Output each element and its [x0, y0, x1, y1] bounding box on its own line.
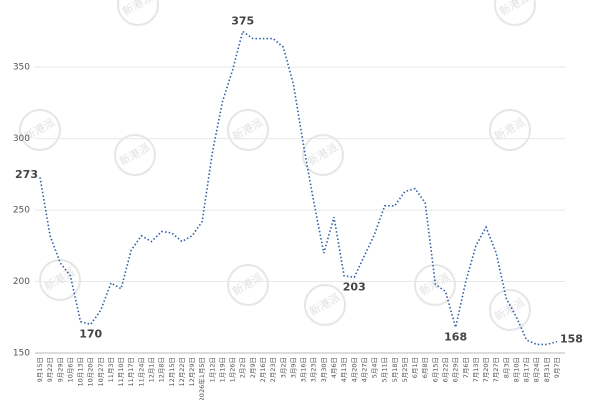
- x-tick-label: 2月23日: [269, 357, 277, 382]
- x-tick-label: 3月16日: [300, 357, 308, 382]
- watermark-ring: [19, 109, 61, 151]
- x-tick-label: 12月15日: [168, 357, 176, 387]
- x-tick-label: 6月15日: [431, 357, 439, 382]
- x-tick-label: 5月4日: [371, 357, 379, 378]
- x-tick-label: 9月22日: [46, 357, 54, 382]
- watermark: 新港派: [417, 270, 453, 299]
- x-tick-label: 1月26日: [229, 357, 237, 382]
- x-tick-label: 9月15日: [36, 357, 44, 382]
- watermark: 新港派: [492, 115, 528, 144]
- y-tick-label: 200: [13, 277, 30, 287]
- watermark: 新港派: [492, 295, 528, 324]
- x-tick-label: 5月25日: [401, 357, 409, 382]
- watermark: 新港派: [117, 140, 153, 169]
- x-tick-label: 3月2日: [279, 357, 287, 378]
- data-label: 203: [343, 280, 366, 293]
- x-tick-label: 6月22日: [441, 357, 449, 382]
- x-tick-label: 8月17日: [523, 357, 531, 382]
- x-tick-label: 10月6日: [66, 357, 74, 382]
- y-tick-label: 150: [13, 349, 30, 359]
- x-tick-label: 9月7日: [553, 357, 561, 378]
- x-tick-label: 12月8日: [158, 357, 166, 382]
- x-tick-label: 10月20日: [87, 357, 95, 387]
- watermark-ring: [227, 109, 269, 151]
- y-tick-label: 250: [13, 206, 30, 216]
- x-tick-label: 4月20日: [350, 357, 358, 382]
- x-tick-label: 3月9日: [289, 357, 297, 378]
- x-tick-label: 4月6日: [330, 357, 338, 378]
- y-tick-label: 350: [13, 63, 30, 73]
- x-tick-label: 11月3日: [107, 357, 115, 382]
- x-tick-label: 8月24日: [533, 357, 541, 382]
- x-tick-label: 6月1日: [411, 357, 419, 378]
- x-tick-label: 5月11日: [381, 357, 389, 382]
- watermark: 新港派: [120, 0, 156, 18]
- x-tick-label: 11月24日: [137, 357, 145, 387]
- watermark-ring: [489, 289, 531, 331]
- watermark: 新港派: [230, 115, 266, 144]
- line-series: [39, 30, 558, 346]
- x-tick-label: 1月12日: [208, 357, 216, 382]
- x-tick-label: 5月18日: [391, 357, 399, 382]
- watermark: 新港派: [230, 270, 266, 299]
- x-tick-label: 7月13日: [472, 357, 480, 382]
- watermark-ring: [227, 264, 269, 306]
- x-tick-label: 10月27日: [97, 357, 105, 387]
- data-label: 375: [231, 14, 254, 27]
- x-tick-label: 8月3日: [502, 357, 510, 378]
- x-tick-label: 8月10日: [512, 357, 520, 382]
- x-tick-label: 3月23日: [310, 357, 318, 382]
- watermark: 新港派: [305, 140, 341, 169]
- x-tick-label: 9月29日: [56, 357, 64, 382]
- x-tick-label: 1月19日: [218, 357, 226, 382]
- watermark: 新港派: [497, 0, 533, 18]
- watermark: 新港派: [307, 290, 343, 319]
- watermark-ring: [114, 134, 156, 176]
- x-tick-label: 8月31日: [543, 357, 551, 382]
- x-tick-label: 3月30日: [320, 357, 328, 382]
- x-tick-label: 7月27日: [492, 357, 500, 382]
- y-tick-label: 300: [13, 134, 30, 144]
- watermark-ring: [302, 134, 344, 176]
- x-tick-label: 7月6日: [462, 357, 470, 378]
- x-tick-label: 12月29日: [188, 357, 196, 387]
- x-tick-label: 4月27日: [360, 357, 368, 382]
- x-tick-label: 12月22日: [178, 357, 186, 387]
- watermark-ring: [489, 109, 531, 151]
- x-tick-label: 2月2日: [239, 357, 247, 378]
- data-label: 170: [79, 327, 102, 340]
- x-tick-label: 12月1日: [148, 357, 156, 382]
- x-tick-label: 2月9日: [249, 357, 257, 378]
- x-tick-label: 2026年1月5日: [197, 357, 206, 400]
- x-tick-label: 6月8日: [421, 357, 429, 378]
- x-tick-label: 11月10日: [117, 357, 125, 387]
- watermark-ring: [494, 0, 536, 26]
- x-tick-label: 6月29日: [452, 357, 460, 382]
- data-label: 158: [560, 333, 583, 346]
- x-tick-label: 10月13日: [77, 357, 85, 387]
- x-tick-label: 11月17日: [127, 357, 135, 387]
- x-tick-label: 7月20日: [482, 357, 490, 382]
- data-label: 273: [15, 168, 38, 181]
- data-label: 168: [444, 330, 467, 343]
- x-tick-label: 2月16日: [259, 357, 267, 382]
- watermark-ring: [414, 264, 456, 306]
- watermark-ring: [117, 0, 159, 26]
- x-tick-label: 4月13日: [340, 357, 348, 382]
- watermark-ring: [304, 284, 346, 326]
